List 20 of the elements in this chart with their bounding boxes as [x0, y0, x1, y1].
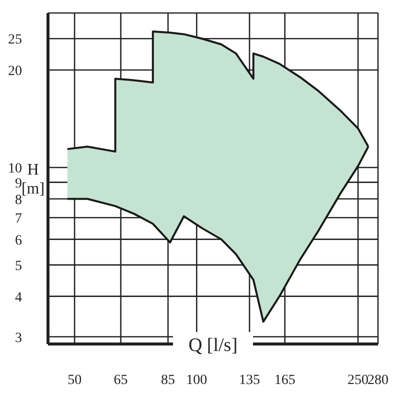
x-tick-label: 135	[239, 372, 260, 388]
x-axis-title: Q [l/s]	[188, 335, 238, 356]
y-tick-label: 7	[15, 212, 22, 227]
x-tick-label: 65	[114, 372, 128, 388]
x-tick-label: 50	[68, 372, 82, 388]
y-tick-label: 20	[8, 64, 22, 79]
y-tick-label: 9	[15, 176, 22, 192]
x-tick-label: 85	[161, 372, 176, 388]
x-tick-label: 100	[186, 372, 208, 388]
y-tick-label: 25	[8, 32, 22, 48]
y-axis-title: H [m]	[21, 162, 45, 198]
x-tick-label: 250	[348, 372, 369, 388]
y-tick-label: 3	[15, 330, 22, 346]
y-tick-label: 10	[8, 161, 22, 176]
y-tick-label: 6	[15, 233, 22, 248]
y-tick-label: 5	[15, 258, 22, 274]
y-tick-label: 4	[15, 290, 22, 306]
x-tick-label: 165	[274, 372, 296, 388]
x-tick-label: 280	[368, 372, 388, 388]
y-tick-label: 8	[15, 192, 22, 208]
